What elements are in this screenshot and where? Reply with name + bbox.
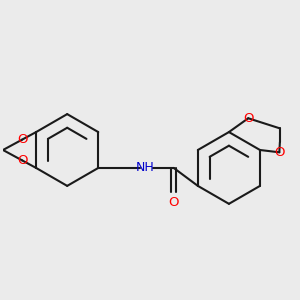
Text: O: O xyxy=(274,146,285,159)
Text: O: O xyxy=(243,112,254,125)
Text: O: O xyxy=(17,133,27,146)
Text: O: O xyxy=(169,196,179,209)
Text: NH: NH xyxy=(136,161,154,174)
Text: O: O xyxy=(17,154,27,167)
